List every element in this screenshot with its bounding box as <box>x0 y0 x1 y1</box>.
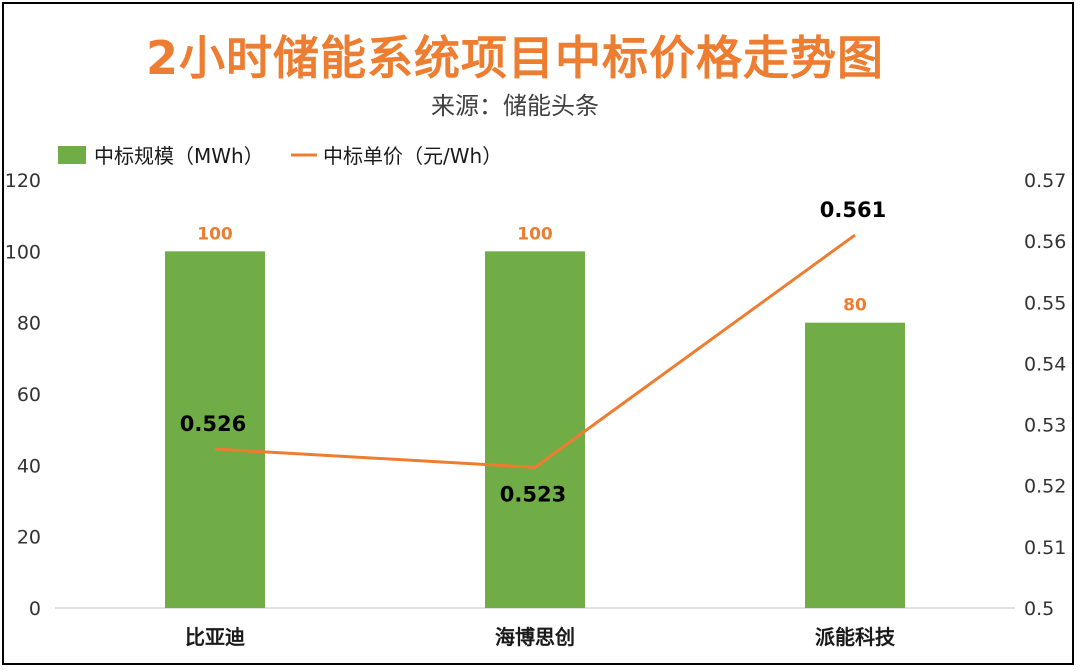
y-right-tick-label: 0.56 <box>1024 231 1066 253</box>
y-right-tick-label: 0.55 <box>1024 292 1066 314</box>
y-left-tick-label: 60 <box>17 384 41 406</box>
line-point-label: 0.523 <box>500 482 566 506</box>
line-point-label: 0.561 <box>820 198 886 222</box>
y-left-tick-label: 100 <box>5 241 41 263</box>
bar-2 <box>485 251 585 609</box>
y-right-tick-label: 0.51 <box>1024 537 1066 559</box>
x-category-label: 比亚迪 <box>185 625 245 649</box>
bar-value-label: 100 <box>197 224 233 244</box>
bar-3 <box>805 322 905 608</box>
y-right-tick-label: 0.53 <box>1024 415 1066 437</box>
chart-title: 2小时储能系统项目中标价格走势图 <box>145 31 884 85</box>
legend-line-label: 中标单价（元/Wh） <box>323 144 502 168</box>
legend-bar-label: 中标规模（MWh） <box>94 144 264 168</box>
y-left-tick-label: 0 <box>29 598 41 620</box>
price-line <box>214 233 856 469</box>
legend-bar-swatch <box>58 146 86 164</box>
bar-value-label: 100 <box>517 224 553 244</box>
bar-value-label: 80 <box>843 296 867 316</box>
y-right-tick-label: 0.54 <box>1024 353 1066 375</box>
y-right-tick-label: 0.57 <box>1024 170 1066 192</box>
x-category-label: 海博思创 <box>495 625 575 649</box>
y-left-tick-label: 20 <box>17 527 41 549</box>
y-left-tick-label: 120 <box>5 170 41 192</box>
line-point-label: 0.526 <box>180 412 246 436</box>
y-right-tick-label: 0.52 <box>1024 476 1066 498</box>
y-left-tick-label: 80 <box>17 313 41 335</box>
x-category-label: 派能科技 <box>815 625 896 649</box>
chart-subtitle: 来源：储能头条 <box>431 92 599 120</box>
y-left-tick-label: 40 <box>17 455 41 477</box>
bar-1 <box>165 251 265 609</box>
y-right-tick-label: 0.5 <box>1024 598 1054 620</box>
